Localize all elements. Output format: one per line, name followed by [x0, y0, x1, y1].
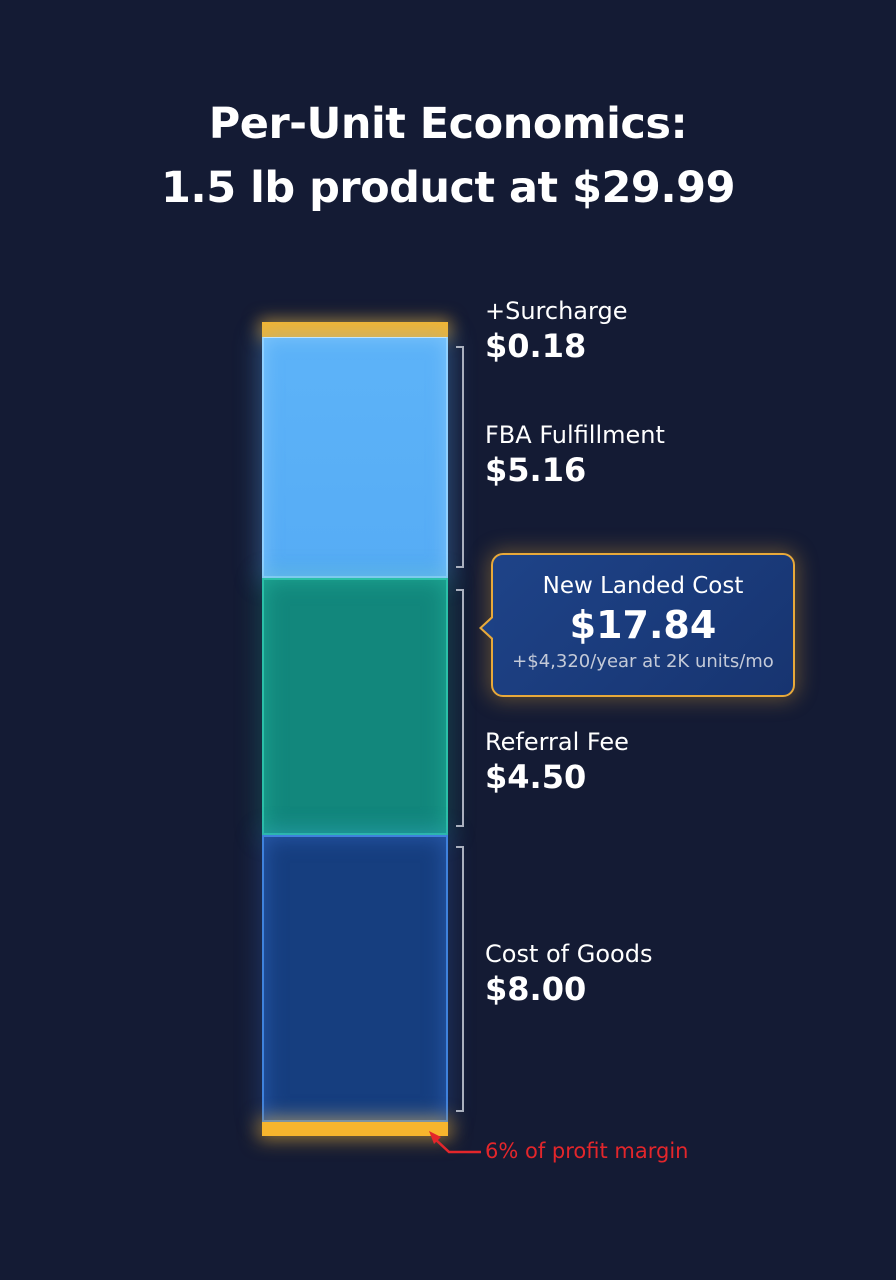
label-value: $4.50	[485, 758, 587, 796]
label-surcharge: +Surcharge $0.18	[485, 296, 627, 366]
callout-title: New Landed Cost	[542, 573, 744, 599]
bar-segment-surcharge	[262, 322, 448, 337]
callout-pointer-fill	[482, 617, 494, 639]
bracket-referral-fee	[456, 589, 464, 827]
arrow-icon	[429, 1131, 481, 1154]
label-value: $5.16	[485, 451, 587, 489]
callout-subtitle: +$4,320/year at 2K units/mo	[512, 651, 774, 672]
label-value: $8.00	[485, 970, 587, 1008]
label-name: +Surcharge	[485, 297, 628, 325]
landed-cost-callout: New Landed Cost $17.84 +$4,320/year at 2…	[479, 553, 795, 697]
bar-segment-referral-fee	[262, 578, 448, 835]
callout-value: $17.84	[569, 603, 717, 647]
bracket-fba-fulfillment	[456, 346, 464, 568]
label-referral-fee: Referral Fee $4.50	[485, 727, 629, 797]
label-value: $0.18	[485, 327, 587, 365]
title-line-2: 1.5 lb product at $29.99	[160, 163, 736, 213]
chart-title: Per-Unit Economics: 1.5 lb product at $2…	[0, 92, 896, 220]
label-name: Referral Fee	[485, 728, 629, 756]
bar-segment-profit-margin-band	[262, 1122, 448, 1136]
bar-segment-fba-fulfillment	[262, 337, 448, 578]
label-name: FBA Fulfillment	[485, 421, 665, 449]
bar-segment-cost-of-goods	[262, 835, 448, 1122]
bracket-cost-of-goods	[456, 846, 464, 1112]
label-fba-fulfillment: FBA Fulfillment $5.16	[485, 420, 665, 490]
label-cost-of-goods: Cost of Goods $8.00	[485, 939, 652, 1009]
profit-margin-annotation: 6% of profit margin	[485, 1139, 689, 1163]
label-name: Cost of Goods	[485, 940, 653, 968]
title-line-1: Per-Unit Economics:	[208, 99, 688, 149]
